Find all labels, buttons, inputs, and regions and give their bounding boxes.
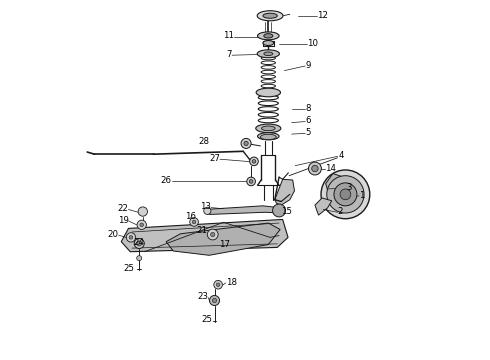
Circle shape (211, 232, 215, 237)
Text: 26: 26 (161, 176, 172, 185)
Circle shape (252, 159, 256, 163)
Text: 8: 8 (305, 104, 311, 113)
Ellipse shape (256, 88, 280, 97)
Text: 23: 23 (197, 292, 208, 301)
Text: 25: 25 (123, 265, 135, 274)
Circle shape (212, 298, 217, 303)
Circle shape (216, 283, 220, 287)
Circle shape (272, 204, 286, 217)
Text: 10: 10 (307, 39, 318, 48)
Circle shape (340, 189, 351, 200)
Circle shape (250, 157, 258, 166)
Ellipse shape (263, 13, 277, 18)
Circle shape (126, 233, 136, 242)
Circle shape (137, 241, 142, 246)
Polygon shape (315, 198, 332, 215)
Text: 6: 6 (305, 116, 311, 125)
Text: 13: 13 (200, 202, 211, 211)
Text: 20: 20 (108, 230, 119, 239)
Text: 7: 7 (226, 50, 232, 59)
Text: 18: 18 (226, 278, 237, 287)
Text: 24: 24 (133, 238, 144, 247)
Circle shape (321, 170, 370, 219)
Text: 1: 1 (359, 190, 365, 199)
Circle shape (309, 162, 321, 175)
Text: 27: 27 (209, 154, 220, 163)
Text: 25: 25 (201, 315, 212, 324)
Circle shape (214, 280, 222, 289)
Circle shape (207, 229, 218, 240)
Ellipse shape (263, 41, 274, 45)
Text: 19: 19 (118, 216, 128, 225)
Text: 21: 21 (196, 226, 208, 235)
Circle shape (327, 176, 364, 213)
Circle shape (129, 235, 133, 239)
Circle shape (312, 165, 318, 172)
Circle shape (241, 138, 251, 148)
Ellipse shape (264, 52, 273, 55)
Ellipse shape (264, 34, 273, 38)
Text: 4: 4 (338, 151, 344, 160)
Circle shape (134, 238, 144, 248)
Circle shape (274, 206, 284, 216)
Circle shape (138, 207, 147, 216)
Text: 11: 11 (223, 31, 234, 40)
Text: 17: 17 (219, 240, 230, 249)
Text: 14: 14 (324, 164, 336, 173)
Ellipse shape (258, 32, 279, 40)
Text: 15: 15 (281, 207, 292, 216)
Circle shape (210, 296, 220, 306)
Circle shape (244, 141, 248, 145)
Text: 28: 28 (199, 137, 210, 146)
Text: 9: 9 (305, 61, 311, 70)
Circle shape (249, 180, 253, 183)
Circle shape (137, 220, 147, 229)
Circle shape (140, 223, 144, 226)
Text: 2: 2 (338, 207, 343, 216)
Ellipse shape (256, 124, 281, 133)
Polygon shape (166, 223, 280, 255)
Polygon shape (122, 220, 288, 252)
Ellipse shape (262, 126, 275, 131)
Ellipse shape (257, 50, 279, 58)
Circle shape (247, 177, 255, 186)
Text: 12: 12 (317, 11, 328, 20)
Text: 22: 22 (118, 204, 128, 213)
Circle shape (192, 220, 196, 224)
Polygon shape (275, 179, 294, 205)
Circle shape (204, 207, 211, 215)
Polygon shape (326, 174, 347, 198)
Ellipse shape (260, 134, 276, 140)
Circle shape (334, 183, 357, 206)
Text: 3: 3 (346, 183, 352, 192)
Text: 16: 16 (185, 212, 196, 221)
Ellipse shape (258, 133, 279, 140)
Text: 5: 5 (305, 128, 311, 137)
Ellipse shape (257, 11, 283, 21)
Circle shape (137, 256, 142, 261)
Circle shape (190, 218, 198, 226)
Polygon shape (205, 206, 282, 215)
